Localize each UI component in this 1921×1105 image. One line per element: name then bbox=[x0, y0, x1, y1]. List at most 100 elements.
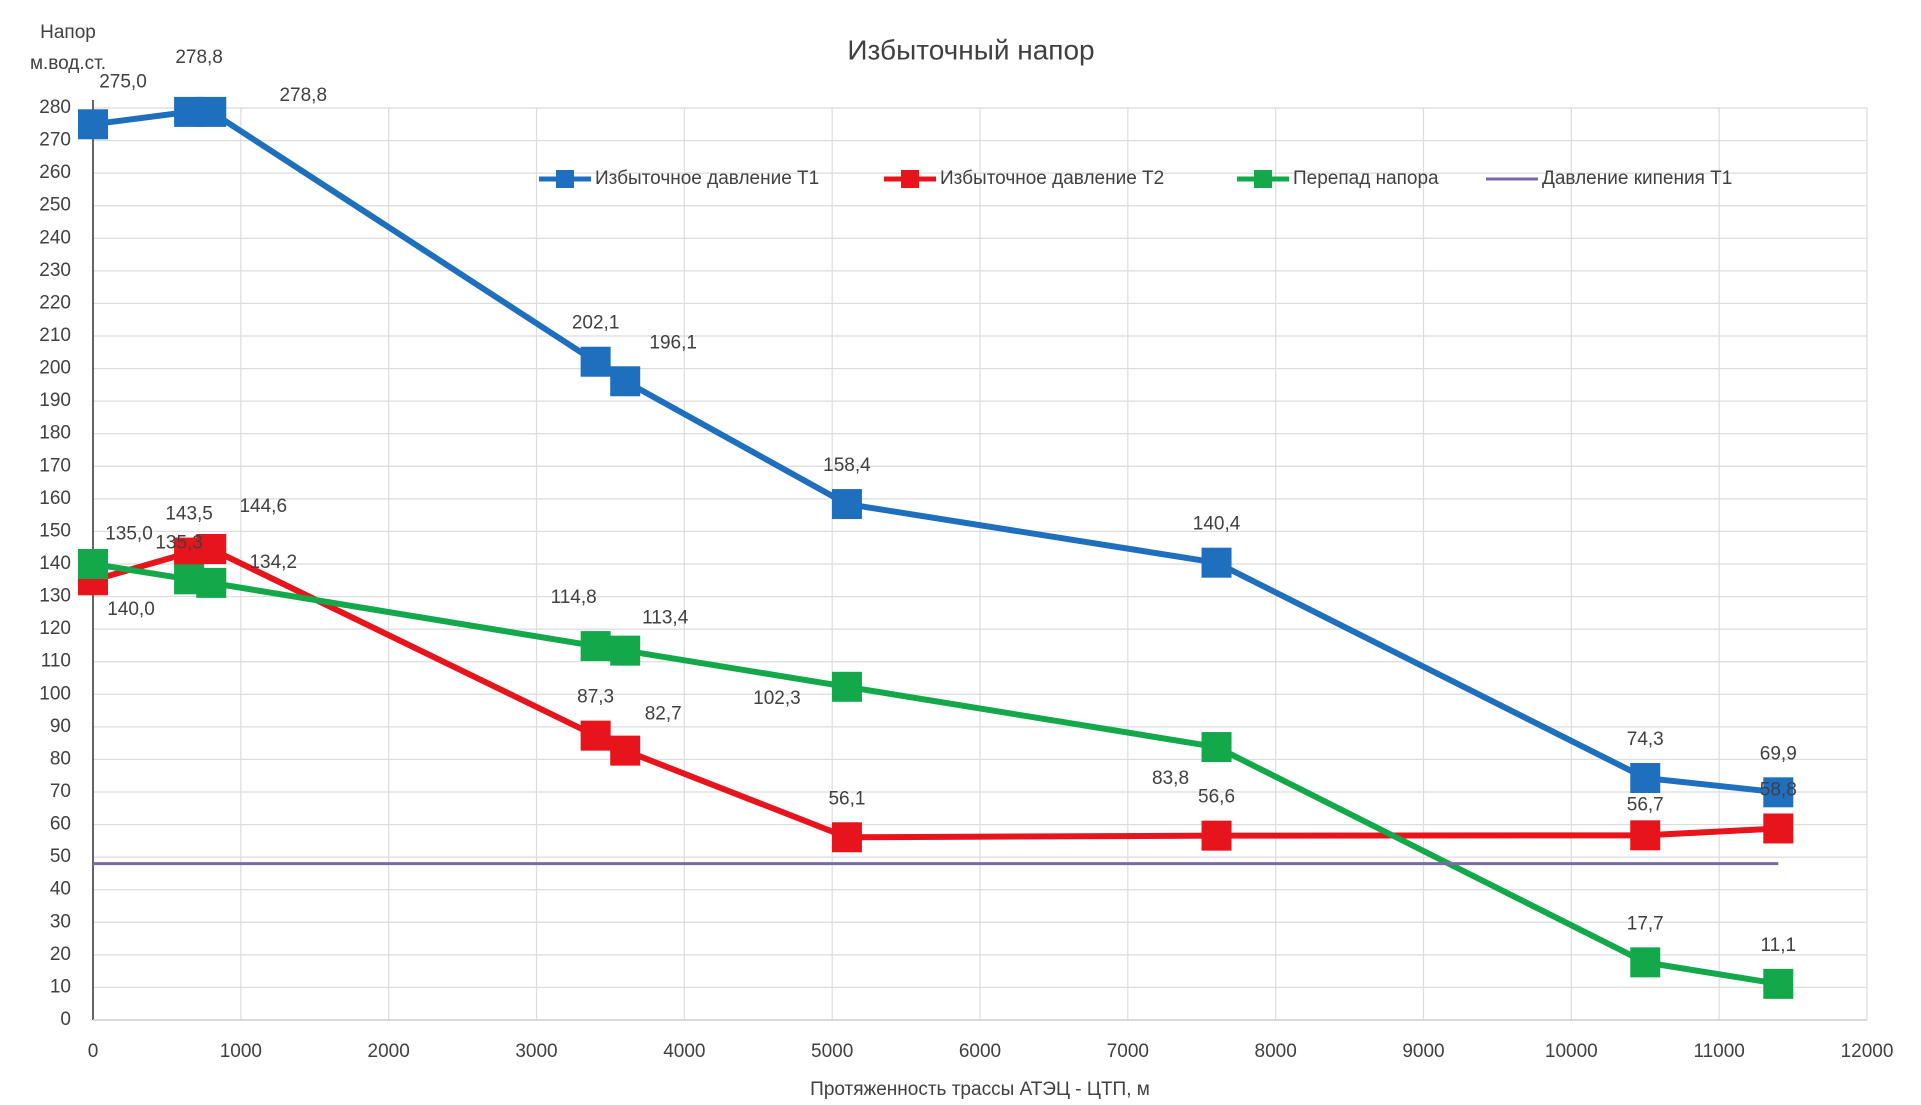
marker bbox=[580, 346, 611, 377]
data-label: 278,8 bbox=[279, 85, 327, 106]
x-tick-label: 5000 bbox=[811, 1041, 853, 1062]
data-label: 278,8 bbox=[175, 47, 223, 68]
y-tick-label: 250 bbox=[39, 195, 71, 216]
y-tick-label: 210 bbox=[39, 325, 71, 346]
x-tick-label: 4000 bbox=[663, 1041, 705, 1062]
data-label: 140,4 bbox=[1193, 514, 1241, 535]
marker bbox=[78, 109, 108, 140]
marker bbox=[1630, 762, 1661, 793]
data-label: 144,6 bbox=[239, 496, 287, 517]
data-label: 87,3 bbox=[577, 687, 614, 708]
marker bbox=[1201, 547, 1232, 578]
marker bbox=[1763, 777, 1794, 808]
y-tick-label: 230 bbox=[39, 260, 71, 281]
marker bbox=[580, 631, 611, 662]
y-tick-label: 100 bbox=[39, 683, 71, 704]
legend-label: Перепад напора bbox=[1293, 168, 1439, 189]
data-label: 83,8 bbox=[1152, 768, 1189, 789]
marker bbox=[610, 366, 641, 397]
y-tick-label: 140 bbox=[39, 553, 71, 574]
x-axis-label: Протяженность трассы АТЭЦ - ЦТП, м bbox=[810, 1079, 1150, 1100]
y-tick-label: 110 bbox=[41, 651, 71, 672]
marker bbox=[1763, 968, 1794, 999]
legend-marker bbox=[556, 170, 574, 188]
data-label: 17,7 bbox=[1627, 913, 1664, 934]
data-label: 140,0 bbox=[107, 599, 155, 620]
marker bbox=[1201, 820, 1232, 851]
marker bbox=[831, 489, 862, 520]
x-tick-label: 2000 bbox=[368, 1041, 410, 1062]
y-tick-label: 190 bbox=[39, 390, 71, 411]
data-label: 143,5 bbox=[165, 504, 213, 525]
y-tick-label: 90 bbox=[50, 716, 71, 737]
x-tick-label: 3000 bbox=[515, 1041, 557, 1062]
y-tick-label: 50 bbox=[50, 846, 71, 867]
marker bbox=[831, 671, 862, 702]
legend-label: Давление кипения Т1 bbox=[1542, 168, 1732, 189]
data-label: 56,1 bbox=[828, 788, 865, 809]
data-label: 82,7 bbox=[645, 704, 682, 725]
y-tick-label: 260 bbox=[39, 162, 71, 183]
x-tick-label: 6000 bbox=[959, 1041, 1001, 1062]
y-tick-label: 120 bbox=[39, 618, 71, 639]
y-tick-label: 280 bbox=[39, 97, 71, 118]
x-tick-label: 9000 bbox=[1402, 1041, 1444, 1062]
marker bbox=[196, 96, 227, 127]
data-label: 135,0 bbox=[105, 523, 153, 544]
data-label: 56,7 bbox=[1627, 794, 1664, 815]
y-tick-label: 10 bbox=[50, 976, 71, 997]
data-label: 114,8 bbox=[551, 587, 597, 608]
marker bbox=[831, 822, 862, 853]
y-tick-label: 270 bbox=[39, 130, 71, 151]
x-tick-label: 10000 bbox=[1545, 1041, 1598, 1062]
y-axis-label: м.вод.ст. bbox=[30, 53, 106, 74]
x-tick-label: 1000 bbox=[220, 1041, 262, 1062]
y-tick-label: 40 bbox=[50, 879, 71, 900]
x-tick-label: 11000 bbox=[1693, 1041, 1744, 1062]
marker bbox=[610, 635, 641, 666]
x-tick-label: 0 bbox=[88, 1041, 99, 1062]
data-label: 275,0 bbox=[99, 71, 147, 92]
y-axis-label: Напор bbox=[40, 22, 96, 43]
y-tick-label: 0 bbox=[60, 1009, 71, 1030]
data-label: 134,2 bbox=[249, 552, 297, 573]
y-tick-label: 70 bbox=[50, 781, 71, 802]
data-label: 74,3 bbox=[1627, 729, 1664, 750]
y-tick-label: 130 bbox=[39, 586, 71, 607]
data-label: 135,3 bbox=[155, 532, 203, 553]
marker bbox=[580, 720, 611, 751]
x-tick-label: 8000 bbox=[1255, 1041, 1297, 1062]
marker bbox=[1630, 820, 1661, 851]
y-tick-label: 150 bbox=[39, 520, 71, 541]
marker bbox=[196, 567, 227, 598]
data-label: 202,1 bbox=[572, 313, 620, 334]
y-tick-label: 220 bbox=[39, 292, 71, 313]
y-tick-label: 30 bbox=[50, 911, 71, 932]
marker bbox=[610, 735, 641, 766]
marker bbox=[196, 534, 227, 565]
y-tick-label: 240 bbox=[39, 227, 71, 248]
y-tick-label: 80 bbox=[50, 748, 71, 769]
x-tick-label: 7000 bbox=[1107, 1041, 1149, 1062]
data-label: 11,1 bbox=[1761, 935, 1797, 956]
marker bbox=[1201, 732, 1232, 763]
data-label: 113,4 bbox=[642, 608, 689, 629]
legend-label: Избыточное давление Т2 bbox=[940, 168, 1164, 189]
data-label: 69,9 bbox=[1760, 743, 1797, 764]
data-label: 196,1 bbox=[649, 332, 697, 353]
data-label: 56,6 bbox=[1198, 787, 1235, 808]
marker bbox=[1630, 947, 1661, 978]
x-tick-label: 12000 bbox=[1841, 1041, 1894, 1062]
data-label: 158,4 bbox=[823, 455, 871, 476]
chart-title: Избыточный напор bbox=[847, 34, 1094, 65]
y-tick-label: 20 bbox=[50, 944, 71, 965]
legend-marker bbox=[1254, 170, 1272, 188]
legend-label: Избыточное давление Т1 bbox=[595, 168, 819, 189]
legend-marker bbox=[901, 170, 919, 188]
y-tick-label: 200 bbox=[39, 358, 71, 379]
data-label: 102,3 bbox=[753, 688, 801, 709]
y-tick-label: 180 bbox=[39, 423, 71, 444]
marker bbox=[78, 549, 108, 579]
marker bbox=[1763, 813, 1794, 844]
